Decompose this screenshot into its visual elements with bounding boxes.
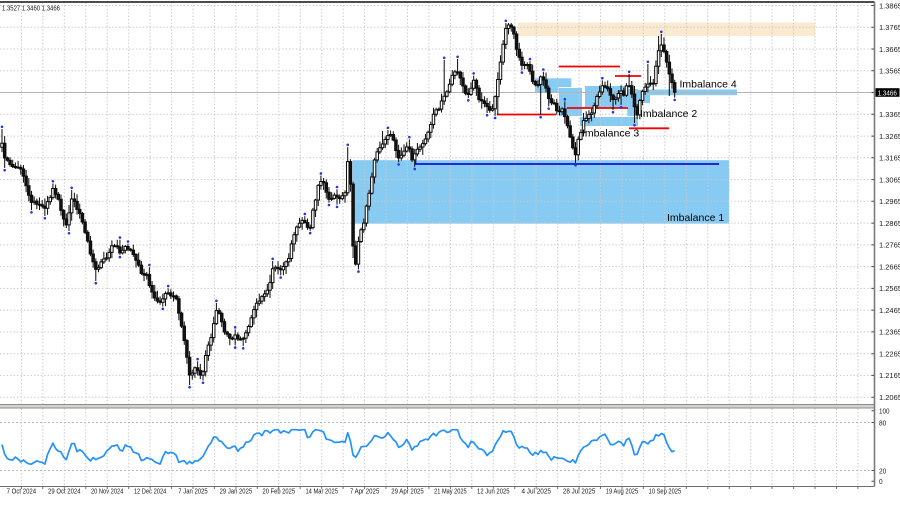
svg-text:1.3865: 1.3865 <box>879 1 900 10</box>
svg-text:1.2265: 1.2265 <box>879 350 900 359</box>
svg-text:7 Jan 2025: 7 Jan 2025 <box>178 487 208 496</box>
svg-text:1.2165: 1.2165 <box>879 371 900 380</box>
svg-text:Imbalance 1: Imbalance 1 <box>667 212 724 224</box>
svg-text:12 Dec 2024: 12 Dec 2024 <box>134 487 167 496</box>
svg-text:21 May 2025: 21 May 2025 <box>434 487 467 496</box>
svg-text:1.3065: 1.3065 <box>879 175 900 184</box>
svg-text:29 Jan 2025: 29 Jan 2025 <box>220 487 253 496</box>
svg-text:29 Apr 2025: 29 Apr 2025 <box>391 487 424 496</box>
svg-text:28 Jul 2025: 28 Jul 2025 <box>563 487 596 496</box>
svg-text:1.3165: 1.3165 <box>879 154 900 163</box>
svg-text:20 Feb 2025: 20 Feb 2025 <box>263 487 296 496</box>
svg-text:20: 20 <box>879 466 886 475</box>
svg-text:1.2465: 1.2465 <box>879 306 900 315</box>
svg-text:1.3565: 1.3565 <box>879 67 900 76</box>
svg-text:1.2865: 1.2865 <box>879 219 900 228</box>
svg-text:10 Sep 2025: 10 Sep 2025 <box>649 487 682 496</box>
svg-text:1.2365: 1.2365 <box>879 328 900 337</box>
svg-text:Imbalance 2: Imbalance 2 <box>640 108 697 120</box>
svg-text:19 Aug 2025: 19 Aug 2025 <box>606 487 639 496</box>
svg-text:80: 80 <box>879 418 886 427</box>
svg-text:7 Apr 2025: 7 Apr 2025 <box>350 487 380 496</box>
svg-text:4 Jul 2025: 4 Jul 2025 <box>521 487 551 496</box>
svg-text:1.2965: 1.2965 <box>879 197 900 206</box>
svg-text:1.2665: 1.2665 <box>879 262 900 271</box>
svg-text:12 Jun 2025: 12 Jun 2025 <box>477 487 510 496</box>
svg-text:1.2565: 1.2565 <box>879 284 900 293</box>
svg-text:1.3265: 1.3265 <box>879 132 900 141</box>
svg-text:1.3665: 1.3665 <box>879 45 900 54</box>
svg-text:Imbalance 3: Imbalance 3 <box>582 128 639 140</box>
svg-text:1.2765: 1.2765 <box>879 241 900 250</box>
svg-text:1.3466: 1.3466 <box>878 88 897 97</box>
svg-text:0: 0 <box>879 477 883 486</box>
svg-text:Imbalance 4: Imbalance 4 <box>680 79 737 91</box>
svg-text:1.3527 1.3460 1.3466: 1.3527 1.3460 1.3466 <box>2 4 60 13</box>
svg-text:100: 100 <box>879 407 890 416</box>
svg-text:20 Nov 2024: 20 Nov 2024 <box>91 487 124 496</box>
svg-text:1.3765: 1.3765 <box>879 23 900 32</box>
svg-text:7 Oct 2024: 7 Oct 2024 <box>7 487 37 496</box>
svg-text:29 Oct 2024: 29 Oct 2024 <box>48 487 81 496</box>
svg-text:1.2065: 1.2065 <box>879 393 900 402</box>
svg-text:1.3365: 1.3365 <box>879 110 900 119</box>
svg-text:14 Mar 2025: 14 Mar 2025 <box>305 487 338 496</box>
